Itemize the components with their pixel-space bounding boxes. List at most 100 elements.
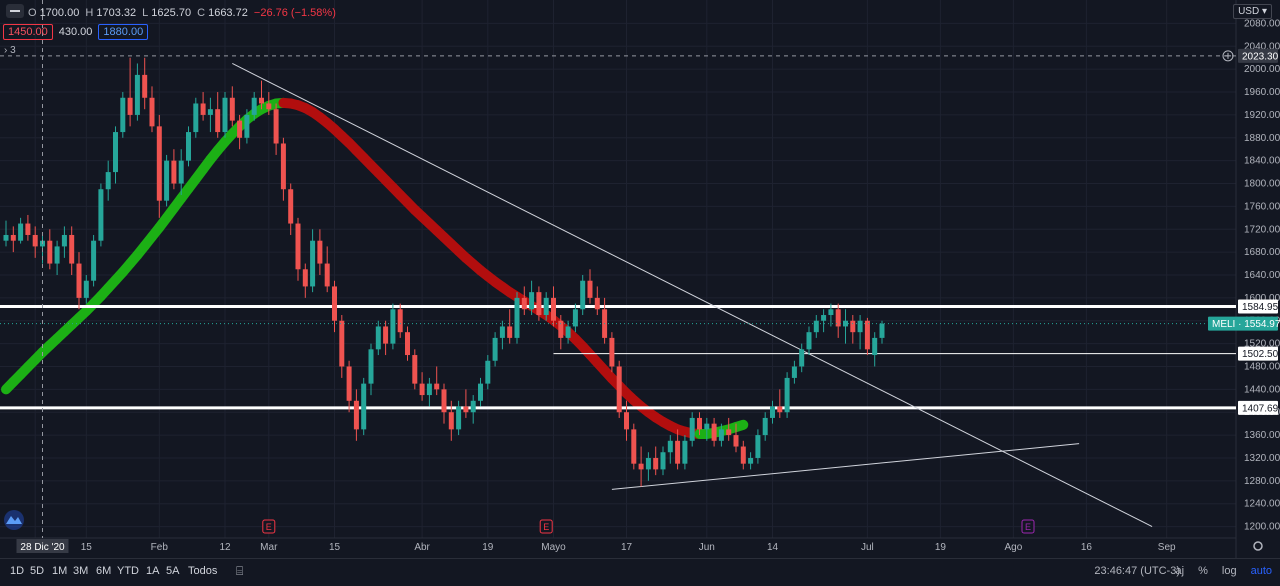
- earnings-marker-label: E: [543, 522, 549, 532]
- candle-body: [806, 332, 812, 350]
- candle-body: [361, 383, 367, 430]
- earnings-marker-box: [539, 519, 553, 534]
- candle-body: [317, 240, 323, 264]
- currency-label: USD: [1238, 6, 1260, 17]
- y-tick-label: 1600.00: [1244, 293, 1280, 304]
- candle-body: [704, 423, 710, 430]
- x-tick-label: 19: [935, 542, 947, 553]
- candle-body: [660, 452, 666, 470]
- candle-body: [332, 286, 337, 321]
- x-tick-label: 15: [81, 542, 93, 553]
- buy-button[interactable]: 1880.00: [98, 24, 149, 40]
- x-tick-label: 12: [219, 542, 231, 553]
- candle-body: [353, 400, 359, 430]
- chevron-right-icon: ›: [4, 45, 8, 56]
- timeframe-3m[interactable]: 3M: [73, 565, 89, 577]
- auto-toggle[interactable]: auto: [1250, 565, 1272, 577]
- earnings-marker-label: E: [266, 522, 272, 532]
- candle-body: [711, 423, 717, 441]
- timeframe-5d[interactable]: 5D: [30, 565, 45, 577]
- timeframe-6m[interactable]: 6M: [96, 565, 112, 577]
- x-tick-label: 17: [621, 542, 633, 553]
- candle-body: [864, 320, 870, 350]
- candle-body: [54, 246, 60, 264]
- candle-body: [748, 457, 754, 464]
- timeframe-todos[interactable]: Todos: [188, 565, 218, 577]
- sell-button[interactable]: 1450.00: [3, 24, 53, 40]
- candle-body: [667, 440, 673, 453]
- candle-body: [821, 315, 827, 321]
- ohlc-legend: O 1700.00 H 1703.32 L 1625.70 C 1663.72 −26.…: [28, 7, 339, 19]
- candle-body: [251, 97, 257, 115]
- candle-body: [828, 309, 834, 316]
- candle-body: [142, 74, 148, 98]
- candle-body: [18, 223, 24, 241]
- candle-body: [310, 240, 316, 287]
- candle-body: [25, 223, 31, 235]
- timeframe-1d[interactable]: 1D: [10, 565, 25, 577]
- timeframe-1a[interactable]: 1A: [146, 565, 160, 577]
- candle-body: [339, 320, 345, 367]
- low-value: 1625.70: [151, 7, 192, 19]
- candle-body: [594, 297, 600, 310]
- price-line-label-bg: [1238, 346, 1278, 361]
- candle-body: [149, 97, 155, 127]
- close-value: 1663.72: [208, 7, 248, 19]
- candle-body: [441, 389, 447, 413]
- candle-body: [529, 292, 535, 310]
- x-tick-label: Mar: [260, 542, 278, 553]
- y-tick-label: 2040.00: [1244, 41, 1280, 52]
- timeframe-ytd[interactable]: YTD: [117, 565, 139, 577]
- crosshair-date-label: 28 Dic '20: [20, 542, 65, 553]
- open-value: 1700.00: [39, 7, 80, 19]
- candle-body: [631, 429, 637, 464]
- candle-body: [98, 189, 104, 241]
- candle-body: [3, 234, 9, 241]
- candle-body: [134, 74, 140, 115]
- layers-count: 3: [10, 45, 16, 56]
- candle-body: [653, 457, 659, 470]
- layers-toggle[interactable]: › 3: [4, 45, 16, 56]
- y-tick-label: 1520.00: [1244, 339, 1280, 350]
- y-tick-label: 1320.00: [1244, 453, 1280, 464]
- candle-body: [740, 446, 746, 464]
- candle-body: [492, 337, 498, 361]
- close-label: C: [197, 7, 206, 19]
- candle-body: [784, 377, 790, 413]
- last-price-label-bg: [1208, 316, 1278, 331]
- price-chart[interactable]: 1200.001240.001280.001320.001360.001400.…: [0, 0, 1280, 558]
- candle-body: [762, 417, 768, 436]
- chart-logo-mark: [6, 516, 22, 524]
- candle-body: [872, 337, 878, 356]
- price-line-label: 1584.95: [1242, 302, 1279, 313]
- candle-body: [69, 234, 75, 264]
- y-tick-label: 1480.00: [1244, 361, 1280, 372]
- x-tick-label: Abr: [414, 542, 430, 553]
- menu-toggle-icon[interactable]: [6, 4, 24, 18]
- timeframe-5a[interactable]: 5A: [166, 565, 180, 577]
- currency-selector[interactable]: USD ▾: [1233, 4, 1272, 19]
- log-toggle[interactable]: log: [1221, 565, 1237, 577]
- earnings-marker-box: [262, 519, 276, 534]
- candle-body: [675, 440, 681, 464]
- candle-body: [718, 429, 724, 441]
- crosshair-price-label: 2023.30: [1242, 51, 1279, 62]
- x-tick-label: Sep: [1158, 542, 1176, 553]
- timeframe-1m[interactable]: 1M: [52, 565, 68, 577]
- bottom-toolbar: 1D 5D 1M 3M 6M YTD 1A 5A Todos ⌸ 23:46:47 (UTC-3…: [0, 558, 1280, 586]
- candle-body: [470, 400, 476, 413]
- candle-body: [726, 429, 732, 436]
- percent-toggle[interactable]: %: [1198, 565, 1208, 577]
- candle-body: [799, 349, 805, 367]
- candle-body: [616, 366, 622, 413]
- last-price-label: MELI · 1554.97: [1212, 319, 1280, 330]
- candle-body: [697, 417, 702, 430]
- date-range-icon[interactable]: ⌸: [236, 564, 244, 578]
- adj-toggle[interactable]: aj: [1175, 565, 1185, 577]
- clock[interactable]: 23:46:47 (UTC-3): [1094, 565, 1180, 577]
- x-tick-label: Jun: [699, 542, 715, 553]
- earnings-marker-label: E: [1025, 522, 1031, 532]
- candle-body: [390, 309, 396, 344]
- candle-body: [266, 103, 272, 110]
- candle-body: [346, 366, 352, 401]
